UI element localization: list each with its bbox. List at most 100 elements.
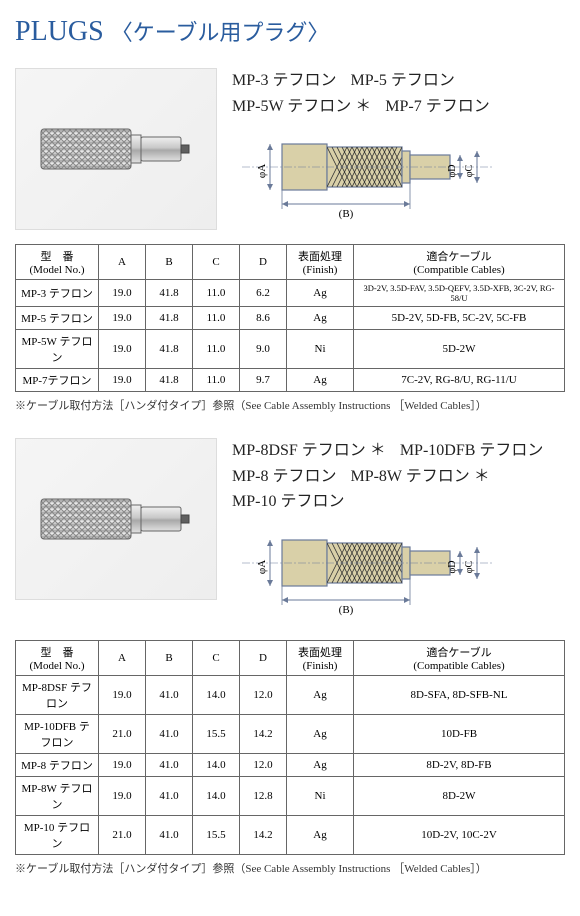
th-a: A bbox=[99, 640, 146, 675]
cell-model: MP-8 テフロン bbox=[16, 753, 99, 776]
table-row: MP-10DFB テフロン 21.0 41.0 15.5 14.2 Ag 10D… bbox=[16, 714, 565, 753]
cell-d: 9.0 bbox=[240, 330, 287, 369]
table-row: MP-5 テフロン 19.0 41.8 11.0 8.6 Ag 5D-2V, 5… bbox=[16, 307, 565, 330]
th-a: A bbox=[99, 245, 146, 280]
cell-a: 21.0 bbox=[99, 815, 146, 854]
dimension-diagram: φA φD φC (B) bbox=[232, 129, 502, 229]
cell-c: 11.0 bbox=[193, 280, 240, 307]
th-cables: 適合ケーブル(Compatible Cables) bbox=[354, 245, 565, 280]
cell-cables: 3D-2V, 3.5D-FAV, 3.5D-QEFV, 3.5D-XFB, 3C… bbox=[354, 280, 565, 307]
cell-model: MP-8W テフロン bbox=[16, 776, 99, 815]
table-row: MP-7テフロン 19.0 41.8 11.0 9.7 Ag 7C-2V, RG… bbox=[16, 369, 565, 392]
cell-c: 11.0 bbox=[193, 369, 240, 392]
cell-a: 19.0 bbox=[99, 776, 146, 815]
product-section: MP-8DSF テフロン ＊MP-10DFB テフロンMP-8 テフロンMP-8… bbox=[15, 438, 565, 876]
cell-c: 15.5 bbox=[193, 714, 240, 753]
th-cables: 適合ケーブル(Compatible Cables) bbox=[354, 640, 565, 675]
th-c: C bbox=[193, 640, 240, 675]
title-jp: 〈ケーブル用プラグ〉 bbox=[111, 20, 330, 45]
cell-c: 14.0 bbox=[193, 675, 240, 714]
table-row: MP-8W テフロン 19.0 41.0 14.0 12.8 Ni 8D-2W bbox=[16, 776, 565, 815]
th-b: B bbox=[146, 245, 193, 280]
model-name: MP-8 テフロン bbox=[232, 464, 336, 490]
th-b: B bbox=[146, 640, 193, 675]
model-name: MP-5 テフロン bbox=[350, 68, 454, 94]
th-c: C bbox=[193, 245, 240, 280]
product-section: MP-3 テフロンMP-5 テフロンMP-5W テフロン ＊MP-7 テフロン … bbox=[15, 68, 565, 413]
model-name: MP-10 テフロン bbox=[232, 489, 344, 515]
cell-b: 41.8 bbox=[146, 330, 193, 369]
cell-model: MP-3 テフロン bbox=[16, 280, 99, 307]
cell-model: MP-5 テフロン bbox=[16, 307, 99, 330]
cell-d: 14.2 bbox=[240, 714, 287, 753]
cell-a: 19.0 bbox=[99, 307, 146, 330]
model-name: MP-7 テフロン bbox=[385, 94, 489, 120]
th-model: 型 番(Model No.) bbox=[16, 245, 99, 280]
cell-a: 19.0 bbox=[99, 280, 146, 307]
svg-text:(B): (B) bbox=[339, 604, 354, 616]
th-d: D bbox=[240, 640, 287, 675]
cell-model: MP-5W テフロン bbox=[16, 330, 99, 369]
svg-text:φA: φA bbox=[256, 164, 268, 178]
th-d: D bbox=[240, 245, 287, 280]
cell-cables: 5D-2V, 5D-FB, 5C-2V, 5C-FB bbox=[354, 307, 565, 330]
cell-finish: Ag bbox=[287, 307, 354, 330]
table-row: MP-8DSF テフロン 19.0 41.0 14.0 12.0 Ag 8D-S… bbox=[16, 675, 565, 714]
cell-model: MP-7テフロン bbox=[16, 369, 99, 392]
cell-finish: Ni bbox=[287, 776, 354, 815]
cell-c: 15.5 bbox=[193, 815, 240, 854]
plug-photo-icon bbox=[31, 109, 201, 189]
cell-d: 12.0 bbox=[240, 675, 287, 714]
svg-text:φC: φC bbox=[464, 560, 475, 573]
model-list: MP-8DSF テフロン ＊MP-10DFB テフロンMP-8 テフロンMP-8… bbox=[232, 438, 565, 515]
cell-cables: 10D-2V, 10C-2V bbox=[354, 815, 565, 854]
table-row: MP-10 テフロン 21.0 41.0 15.5 14.2 Ag 10D-2V… bbox=[16, 815, 565, 854]
cell-b: 41.0 bbox=[146, 675, 193, 714]
footnote: ※ケーブル取付方法［ハンダ付タイプ］参照（See Cable Assembly … bbox=[15, 397, 565, 413]
cell-b: 41.0 bbox=[146, 714, 193, 753]
cell-a: 19.0 bbox=[99, 330, 146, 369]
spec-table: 型 番(Model No.) A B C D 表面処理(Finish) 適合ケー… bbox=[15, 244, 565, 392]
cell-a: 19.0 bbox=[99, 675, 146, 714]
svg-text:(B): (B) bbox=[339, 208, 354, 220]
svg-text:φC: φC bbox=[464, 165, 475, 178]
cell-cables: 7C-2V, RG-8/U, RG-11/U bbox=[354, 369, 565, 392]
table-row: MP-8 テフロン 19.0 41.0 14.0 12.0 Ag 8D-2V, … bbox=[16, 753, 565, 776]
cell-model: MP-10 テフロン bbox=[16, 815, 99, 854]
svg-text:φD: φD bbox=[447, 560, 458, 573]
cell-d: 8.6 bbox=[240, 307, 287, 330]
table-row: MP-3 テフロン 19.0 41.8 11.0 6.2 Ag 3D-2V, 3… bbox=[16, 280, 565, 307]
cell-b: 41.8 bbox=[146, 280, 193, 307]
th-model: 型 番(Model No.) bbox=[16, 640, 99, 675]
cell-b: 41.0 bbox=[146, 753, 193, 776]
cell-finish: Ag bbox=[287, 675, 354, 714]
model-name: MP-8DSF テフロン ＊ bbox=[232, 438, 386, 464]
dimension-diagram: φA φD φC (B) bbox=[232, 525, 502, 625]
svg-text:φA: φA bbox=[256, 560, 268, 574]
cell-cables: 8D-SFA, 8D-SFB-NL bbox=[354, 675, 565, 714]
cell-b: 41.0 bbox=[146, 815, 193, 854]
th-finish: 表面処理(Finish) bbox=[287, 640, 354, 675]
cell-d: 6.2 bbox=[240, 280, 287, 307]
svg-text:φD: φD bbox=[447, 165, 458, 178]
model-name: MP-3 テフロン bbox=[232, 68, 336, 94]
model-name: MP-5W テフロン ＊ bbox=[232, 94, 371, 120]
cell-d: 9.7 bbox=[240, 369, 287, 392]
cell-a: 19.0 bbox=[99, 753, 146, 776]
model-name: MP-10DFB テフロン bbox=[400, 438, 544, 464]
product-image bbox=[15, 68, 217, 230]
footnote: ※ケーブル取付方法［ハンダ付タイプ］参照（See Cable Assembly … bbox=[15, 860, 565, 876]
plug-photo-icon bbox=[31, 479, 201, 559]
cell-finish: Ni bbox=[287, 330, 354, 369]
product-image bbox=[15, 438, 217, 600]
cell-b: 41.8 bbox=[146, 307, 193, 330]
cell-finish: Ag bbox=[287, 714, 354, 753]
cell-cables: 10D-FB bbox=[354, 714, 565, 753]
table-row: MP-5W テフロン 19.0 41.8 11.0 9.0 Ni 5D-2W bbox=[16, 330, 565, 369]
cell-c: 11.0 bbox=[193, 330, 240, 369]
title-en: PLUGS bbox=[15, 16, 104, 47]
spec-table: 型 番(Model No.) A B C D 表面処理(Finish) 適合ケー… bbox=[15, 640, 565, 855]
page-title: PLUGS 〈ケーブル用プラグ〉 bbox=[15, 15, 565, 48]
cell-finish: Ag bbox=[287, 753, 354, 776]
cell-model: MP-8DSF テフロン bbox=[16, 675, 99, 714]
